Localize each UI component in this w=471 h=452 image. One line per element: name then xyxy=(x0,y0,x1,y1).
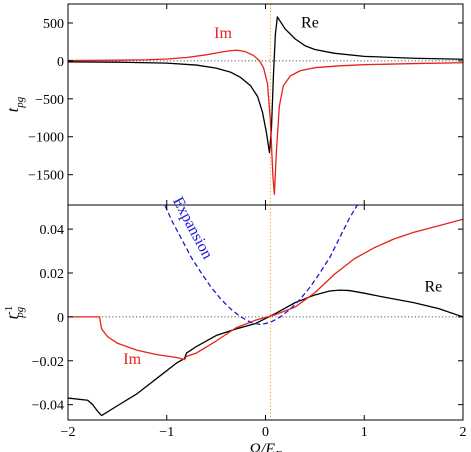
top-ytick-label: −1000 xyxy=(28,131,64,146)
top-series-re xyxy=(68,16,463,154)
bottom-ylabel-main: t xyxy=(5,314,22,319)
top-panel: 500 0 −500 −1000 −1500 Re Im tpg xyxy=(5,3,464,206)
top-ytick-label: −1500 xyxy=(28,169,64,184)
top-ylabel-main: t xyxy=(5,107,22,112)
bottom-ytick-label: 0 xyxy=(57,311,64,326)
top-annotation-re: Re xyxy=(301,15,319,32)
bottom-ytick-label: 0.02 xyxy=(40,267,65,282)
bottom-ytick-label: −0.02 xyxy=(32,355,64,370)
top-ytick-label: 0 xyxy=(57,55,64,70)
bottom-ylabel: t-1pg xyxy=(3,306,26,320)
bottom-series-expansion xyxy=(164,205,358,326)
top-ytick-label: 500 xyxy=(43,17,64,32)
bottom-ytick-label: −0.04 xyxy=(32,399,64,414)
top-ylabel: tpg xyxy=(5,96,26,112)
bottom-series-im xyxy=(68,218,463,361)
bottom-xlabel-main: Ω/E xyxy=(249,441,275,452)
bottom-series-re xyxy=(68,289,463,417)
bottom-xtick-label: 0 xyxy=(262,425,269,440)
bottom-ytick-label: 0.04 xyxy=(40,223,65,238)
bottom-ylabel-sup: -1 xyxy=(3,306,15,315)
bottom-frame xyxy=(67,204,464,421)
top-annotation-im: Im xyxy=(214,25,232,42)
top-frame xyxy=(67,3,464,206)
bottom-xtick-label: 1 xyxy=(361,425,368,440)
bottom-xtick-label: −1 xyxy=(159,425,174,440)
bottom-ylabel-sub: pg xyxy=(14,306,26,319)
bottom-xlabel-sub: F xyxy=(274,449,282,452)
bottom-xtick-label: 2 xyxy=(460,425,467,440)
top-ylabel-sub: pg xyxy=(14,96,26,109)
bottom-xlabel: Ω/EF xyxy=(249,441,282,452)
bottom-annotation-re: Re xyxy=(424,279,442,296)
top-ytick-label: −500 xyxy=(35,93,64,108)
bottom-panel: 0.040.020−0.02−0.04−2 −1 0 1 2ReImExpansiont… xyxy=(3,194,467,452)
bottom-xtick-label: −2 xyxy=(61,425,76,440)
top-series-im xyxy=(68,49,463,196)
bottom-annotation-im: Im xyxy=(123,351,141,368)
